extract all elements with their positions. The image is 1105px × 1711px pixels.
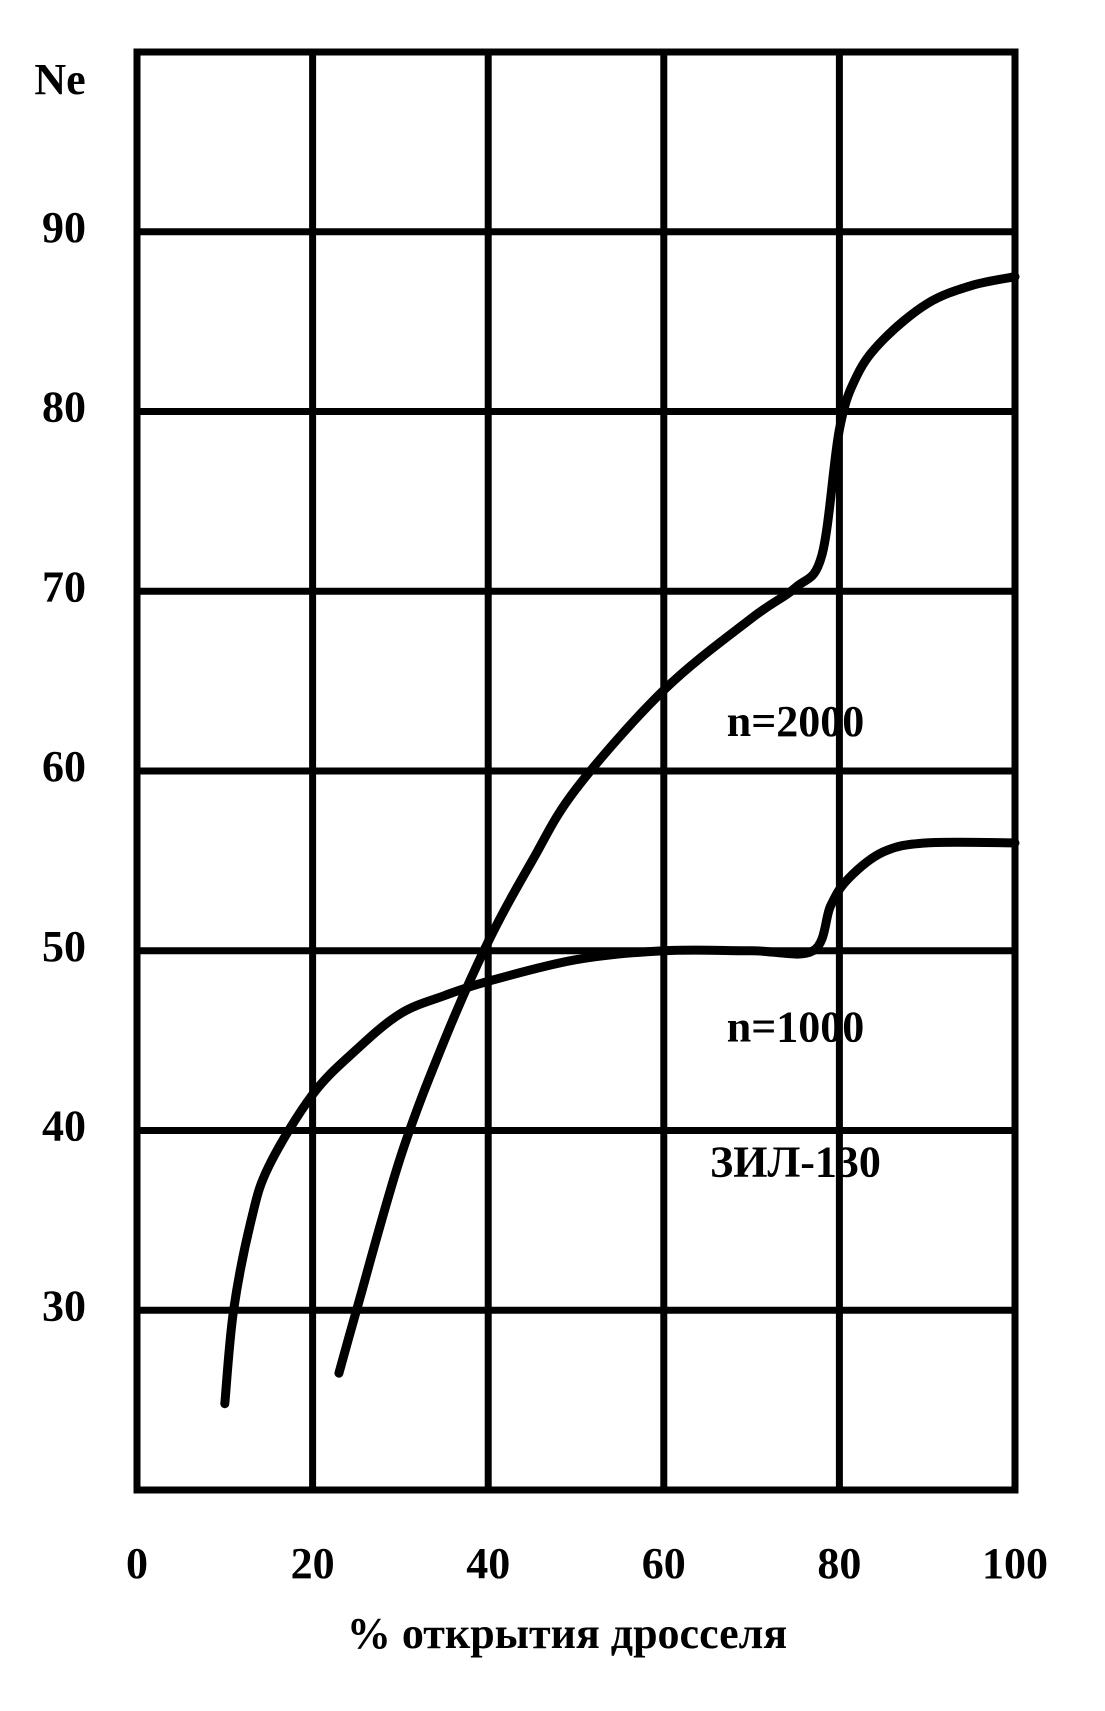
y-tick-label: 40 (42, 1102, 86, 1151)
x-tick-label: 100 (982, 1539, 1048, 1588)
y-tick-label: 80 (42, 383, 86, 432)
series-line (220, 837, 1020, 1409)
y-tick-label: 90 (42, 203, 86, 252)
annotation: ЗИЛ-130 (710, 1138, 881, 1187)
y-tick-label: 70 (42, 562, 86, 611)
x-axis-label: % открытия дросселя (347, 1609, 787, 1658)
x-tick-label: 60 (642, 1539, 686, 1588)
x-tick-label: 0 (126, 1539, 148, 1588)
series-label: n=2000 (727, 697, 865, 746)
x-tick-label: 80 (817, 1539, 861, 1588)
y-axis-label: Ne (34, 55, 85, 104)
y-tick-label: 60 (42, 742, 86, 791)
x-tick-label: 40 (466, 1539, 510, 1588)
y-tick-label: 50 (42, 922, 86, 971)
y-tick-label: 30 (42, 1281, 86, 1330)
series-label: n=1000 (727, 1003, 865, 1052)
x-tick-label: 20 (291, 1539, 335, 1588)
series-line (334, 272, 1020, 1378)
